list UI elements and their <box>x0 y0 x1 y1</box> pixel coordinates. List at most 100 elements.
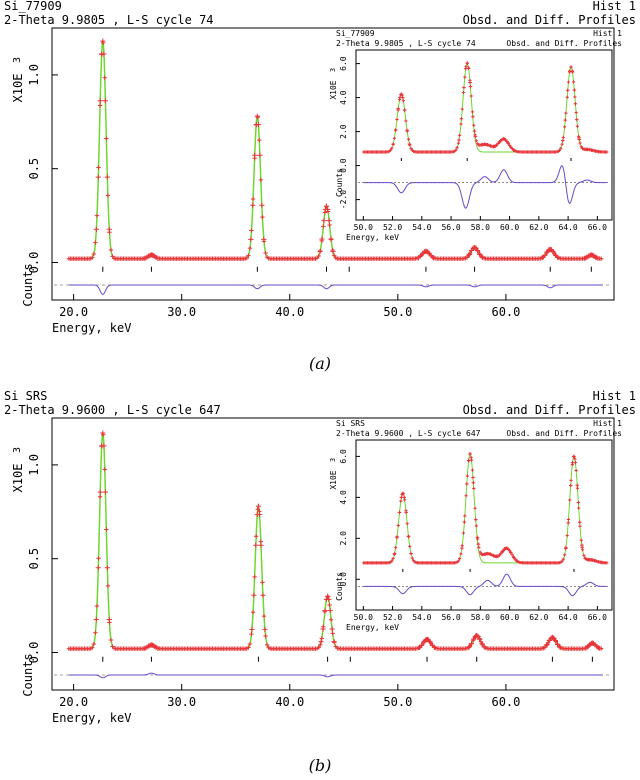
inset-obs-point <box>569 478 573 482</box>
main-obs-point <box>319 236 325 242</box>
inset-obs-point <box>573 460 578 465</box>
inset-obs-point <box>390 559 394 563</box>
main-obs-point <box>246 645 251 650</box>
main-xlabel: Energy, keV <box>52 321 131 335</box>
main-obs-point <box>247 245 253 251</box>
inset-ytick-label: 4.0 <box>339 490 348 505</box>
main-obs-point <box>94 603 100 609</box>
main-obs-point <box>326 596 332 602</box>
inset-obs-point <box>392 551 397 556</box>
inset-header-subtitle: 2-Theta 9.9600 , L-S cycle 647 <box>336 429 481 438</box>
inset-xtick-label: 64.0 <box>558 223 577 232</box>
inset-obs-point <box>397 510 402 515</box>
inset-obs-point <box>463 75 467 79</box>
main-ytick-label: 1.0 <box>27 64 41 86</box>
main-obs-point <box>105 583 111 589</box>
main-obs-point <box>262 626 268 633</box>
inset-obs-point <box>408 544 412 548</box>
inset-obs-point <box>491 553 496 558</box>
main-obs-point <box>256 512 263 518</box>
inset-frame <box>355 439 613 611</box>
inset-obs-point <box>392 136 396 140</box>
main-obs-point <box>257 137 262 143</box>
inset-header-title: Si_77909 <box>336 29 375 38</box>
header-title: Si_77909 <box>4 0 62 13</box>
main-obs-point <box>322 607 328 614</box>
inset-obs-point <box>508 550 513 555</box>
inset-obs-point <box>396 523 400 528</box>
inset-xlabel: Energy, keV <box>346 623 399 632</box>
main-obs-point <box>475 633 481 639</box>
main-xtick-label: 50.0 <box>383 695 412 709</box>
inset-obs-point <box>404 510 408 515</box>
inset-calc-line <box>363 63 607 153</box>
inset-obs-point <box>580 146 585 151</box>
inset-obs-point <box>508 143 512 147</box>
inset-ylabel: X10E <box>329 470 338 489</box>
header-title: Si SRS <box>4 390 47 403</box>
inset-diff-label: Counts <box>335 168 344 197</box>
inset-ytick-label: 2.0 <box>339 531 348 546</box>
main-obs-point <box>249 626 255 633</box>
main-obs-point <box>95 565 101 571</box>
inset-obs-point <box>463 514 467 518</box>
main-obs-point <box>316 645 321 650</box>
main-diff-label: Counts <box>21 263 35 306</box>
inset-obs-point <box>515 559 519 563</box>
inset-xtick-label: 66.0 <box>588 223 607 232</box>
inset-obs-point <box>477 545 481 550</box>
inset-obs-point <box>494 554 499 559</box>
main-ytick-label: 0.5 <box>27 158 41 180</box>
inset-header-subtitle: 2-Theta 9.9805 , L-S cycle 74 <box>336 39 476 48</box>
inset-obs-point <box>578 524 582 528</box>
main-obs-point <box>331 639 337 645</box>
inset-ytick-label: 6.0 <box>339 56 348 71</box>
inset-obs-point <box>512 555 516 560</box>
main-obs-point <box>90 645 95 650</box>
inset-obs-point <box>395 117 399 122</box>
main-xtick-label: 30.0 <box>167 695 196 709</box>
inset-obs-point <box>399 92 404 96</box>
inset-obs-point <box>473 134 478 139</box>
inset-obs-point <box>500 137 504 142</box>
main-obs-point <box>93 240 98 245</box>
inset-obs-point <box>497 139 502 144</box>
inset-obs-point <box>409 146 413 151</box>
inset-obs-point <box>563 546 568 551</box>
main-obs-point <box>257 152 263 158</box>
inset-obs-point <box>561 557 565 561</box>
main-obs-point <box>258 542 264 548</box>
inset-obs-point <box>557 148 562 152</box>
main-obs-point <box>552 252 559 258</box>
main-diff-line <box>68 284 603 295</box>
main-obs-point <box>94 213 100 218</box>
header-profile: Obsd. and Diff. Profiles <box>463 403 636 417</box>
main-obs-point <box>97 98 103 104</box>
inset-ytick-label: -2.0 <box>339 190 348 209</box>
inset-obs-point <box>460 546 464 550</box>
main-obs-point <box>431 644 438 651</box>
main-obs-point <box>250 610 256 615</box>
main-obs-point <box>261 613 267 619</box>
main-obs-point <box>93 630 98 635</box>
main-xtick-label: 40.0 <box>275 305 304 319</box>
main-obs-point <box>90 255 95 260</box>
inset-xtick-label: 50.0 <box>354 223 373 232</box>
inset-obs-point <box>566 517 571 522</box>
inset-ytick-label: 0.0 <box>339 158 348 173</box>
main-xtick-label: 30.0 <box>167 305 196 319</box>
inset-obs-point <box>465 474 469 478</box>
main-obs-point <box>91 641 97 647</box>
inset-obs-point <box>569 65 573 69</box>
inset-obs-point <box>470 468 475 472</box>
main-obs-point <box>479 254 485 260</box>
inset-obs-point <box>583 556 588 561</box>
inset-obs-point <box>390 146 394 150</box>
inset-header-profile: Obsd. and Diff. Profiles <box>506 39 622 48</box>
main-obs-point <box>540 254 546 261</box>
inset-obs-point <box>459 122 463 126</box>
main-obs-point <box>468 641 475 647</box>
header-subtitle: 2-Theta 9.9805 , L-S cycle 74 <box>4 13 214 27</box>
inset-obs-point <box>565 534 569 538</box>
inset-obs-point <box>574 468 578 473</box>
